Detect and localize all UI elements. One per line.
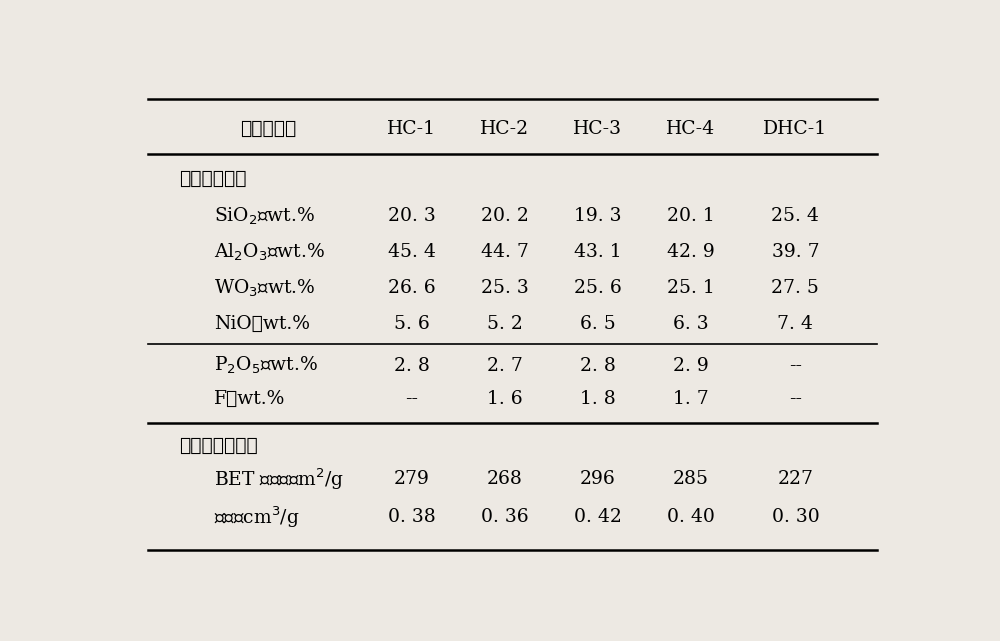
Text: 25. 3: 25. 3 [481,279,529,297]
Text: 20. 2: 20. 2 [481,207,529,225]
Text: Al$_2$O$_3$，wt.%: Al$_2$O$_3$，wt.% [214,242,325,263]
Text: 0. 40: 0. 40 [667,508,715,526]
Text: 44. 7: 44. 7 [481,243,529,261]
Text: 20. 1: 20. 1 [667,207,715,225]
Text: 6. 3: 6. 3 [673,315,709,333]
Text: 2. 8: 2. 8 [394,356,430,374]
Text: 0. 38: 0. 38 [388,508,436,526]
Text: 2. 9: 2. 9 [673,356,709,374]
Text: 285: 285 [673,470,709,488]
Text: 孔容，cm$^3$/g: 孔容，cm$^3$/g [214,504,300,530]
Text: SiO$_2$，wt.%: SiO$_2$，wt.% [214,206,315,227]
Text: DHC-1: DHC-1 [763,120,827,138]
Text: 2. 8: 2. 8 [580,356,616,374]
Text: --: -- [405,390,418,408]
Text: 1. 8: 1. 8 [580,390,616,408]
Text: WO$_3$，wt.%: WO$_3$，wt.% [214,278,316,299]
Text: 化学组成分析: 化学组成分析 [179,170,247,188]
Text: --: -- [789,390,802,408]
Text: 1. 7: 1. 7 [673,390,709,408]
Text: 19. 3: 19. 3 [574,207,622,225]
Text: 0. 36: 0. 36 [481,508,529,526]
Text: 20. 3: 20. 3 [388,207,436,225]
Text: HC-1: HC-1 [387,120,436,138]
Text: 25. 6: 25. 6 [574,279,622,297]
Text: 5. 2: 5. 2 [487,315,523,333]
Text: 5. 6: 5. 6 [394,315,430,333]
Text: 2. 7: 2. 7 [487,356,523,374]
Text: 0. 30: 0. 30 [772,508,819,526]
Text: 45. 4: 45. 4 [388,243,436,261]
Text: --: -- [789,356,802,374]
Text: 43. 1: 43. 1 [574,243,622,261]
Text: NiO，wt.%: NiO，wt.% [214,315,310,333]
Text: P$_2$O$_5$，wt.%: P$_2$O$_5$，wt.% [214,355,318,376]
Text: 催化剂编号: 催化剂编号 [240,120,296,138]
Text: 6. 5: 6. 5 [580,315,616,333]
Text: 孔结构参数分析: 孔结构参数分析 [179,437,258,455]
Text: 0. 42: 0. 42 [574,508,622,526]
Text: 39. 7: 39. 7 [772,243,819,261]
Text: 26. 6: 26. 6 [388,279,436,297]
Text: F，wt.%: F，wt.% [214,390,286,408]
Text: HC-2: HC-2 [480,120,529,138]
Text: 1. 6: 1. 6 [487,390,523,408]
Text: HC-4: HC-4 [666,120,715,138]
Text: 25. 1: 25. 1 [667,279,715,297]
Text: 27. 5: 27. 5 [771,279,819,297]
Text: 7. 4: 7. 4 [777,315,813,333]
Text: HC-3: HC-3 [573,120,622,138]
Text: 279: 279 [394,470,430,488]
Text: BET 表面积，m$^2$/g: BET 表面积，m$^2$/g [214,467,344,492]
Text: 25. 4: 25. 4 [771,207,819,225]
Text: 268: 268 [487,470,523,488]
Text: 42. 9: 42. 9 [667,243,715,261]
Text: 296: 296 [580,470,616,488]
Text: 227: 227 [777,470,813,488]
